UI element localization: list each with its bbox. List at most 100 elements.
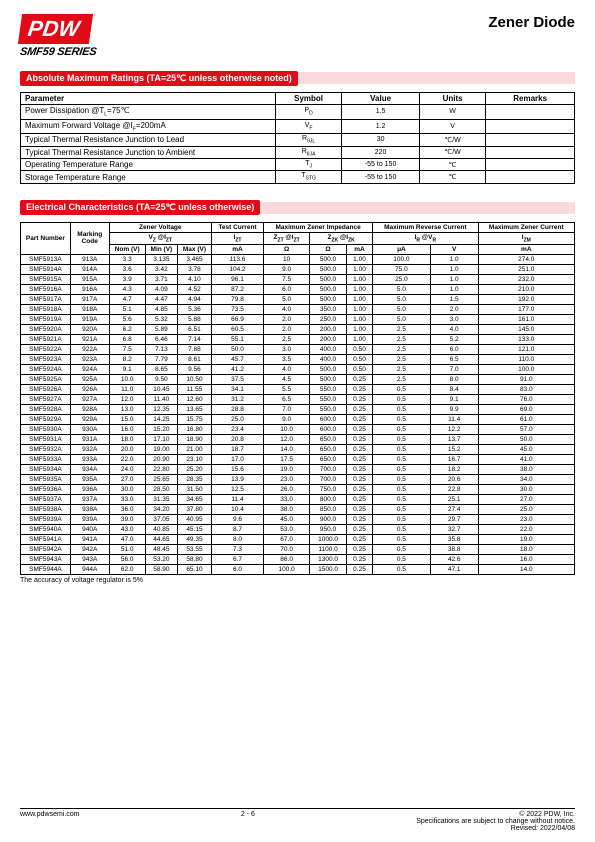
cell-symbol: RθJL <box>275 134 341 146</box>
table-row: SMF5939A939A39.037.0540.959.645.0900.00.… <box>21 515 575 525</box>
cell: 49.35 <box>177 535 211 545</box>
cell: SMF5934A <box>21 465 71 475</box>
cell-symbol: TSTG <box>275 171 341 183</box>
cell: 5.6 <box>109 315 145 325</box>
cell: 0.5 <box>373 505 431 515</box>
cell: 3.6 <box>109 265 145 275</box>
cell: 47.1 <box>430 565 478 575</box>
cell: 12.2 <box>430 425 478 435</box>
cell: 6.0 <box>264 285 310 295</box>
cell: 550.0 <box>310 395 347 405</box>
cell: 6.51 <box>177 325 211 335</box>
cell: 400.0 <box>310 355 347 365</box>
cell: 9.0 <box>264 415 310 425</box>
table-row: SMF5928A928A13.012.3513.6528.87.0550.00.… <box>21 405 575 415</box>
cell: 0.25 <box>346 425 372 435</box>
table-row: SMF5919A919A5.65.325.8866.92.0250.01.005… <box>21 315 575 325</box>
table-row: SMF5927A927A12.011.4012.6031.26.5550.00.… <box>21 395 575 405</box>
cell-param: Storage Temperature Range <box>21 171 276 183</box>
cell: 5.2 <box>430 335 478 345</box>
cell: 0.5 <box>373 535 431 545</box>
cell: 25.65 <box>145 475 177 485</box>
cell: 4.10 <box>177 275 211 285</box>
cell: 91.0 <box>478 375 574 385</box>
cell: 86.0 <box>264 555 310 565</box>
cell: 9.0 <box>264 265 310 275</box>
cell: 500.0 <box>310 255 347 265</box>
cell: 73.5 <box>211 305 263 315</box>
cell: 50.0 <box>211 345 263 355</box>
cell: 4.3 <box>109 285 145 295</box>
cell-units: ℃ <box>419 171 485 183</box>
section1-title: Absolute Maximum Ratings (TA=25℃ unless … <box>20 71 298 86</box>
cell: 10.0 <box>264 425 310 435</box>
cell: SMF5936A <box>21 485 71 495</box>
cell: 700.0 <box>310 465 347 475</box>
cell: 1.0 <box>430 275 478 285</box>
table-row: SMF5916A916A4.34.094.5287.26.0500.01.005… <box>21 285 575 295</box>
cell-symbol: VF <box>275 119 341 134</box>
cell: 10.0 <box>109 375 145 385</box>
cell: 0.5 <box>373 435 431 445</box>
cell: 15.2 <box>430 445 478 455</box>
section1-bar: Absolute Maximum Ratings (TA=25℃ unless … <box>20 72 575 84</box>
cell: 800.0 <box>310 495 347 505</box>
cell-param: Typical Thermal Resistance Junction to A… <box>21 146 276 158</box>
cell: 935A <box>70 475 109 485</box>
table-row: SMF5929A929A15.014.2515.7525.09.0600.00.… <box>21 415 575 425</box>
table-row: SMF5932A932A20.019.0021.0018.714.0650.00… <box>21 445 575 455</box>
cell: SMF5943A <box>21 555 71 565</box>
cell: 5.5 <box>264 385 310 395</box>
cell: 0.5 <box>373 395 431 405</box>
cell: SMF5917A <box>21 295 71 305</box>
cell: 1.0 <box>430 265 478 275</box>
cell: 3.3 <box>109 255 145 265</box>
cell: 83.0 <box>478 385 574 395</box>
cell: SMF5913A <box>21 255 71 265</box>
cell: 145.0 <box>478 325 574 335</box>
cell: 0.5 <box>373 425 431 435</box>
cell: 7.13 <box>145 345 177 355</box>
h-imp: Maximum Zener Impedance <box>264 222 373 232</box>
cell-value: 1.5 <box>342 105 420 120</box>
cell: 67.0 <box>264 535 310 545</box>
table-row: SMF5923A923A8.27.798.6145.73.5400.00.502… <box>21 355 575 365</box>
cell: 8.61 <box>177 355 211 365</box>
cell-units: W <box>419 105 485 120</box>
cell: 918A <box>70 305 109 315</box>
cell: 45.7 <box>211 355 263 365</box>
cell: 5.0 <box>373 295 431 305</box>
cell: 5.36 <box>177 305 211 315</box>
cell-value: 220 <box>342 146 420 158</box>
cell: 3.5 <box>264 355 310 365</box>
cell: 15.6 <box>211 465 263 475</box>
cell: 650.0 <box>310 455 347 465</box>
cell-remarks <box>486 171 575 183</box>
cell: 20.6 <box>430 475 478 485</box>
cell: 31.2 <box>211 395 263 405</box>
cell: 1.00 <box>346 255 372 265</box>
table-row: SMF5921A921A6.86.467.1455.12.5200.01.002… <box>21 335 575 345</box>
cell: 927A <box>70 395 109 405</box>
page-title: Zener Diode <box>488 14 575 31</box>
cell: 0.25 <box>346 475 372 485</box>
table-row: SMF5915A915A3.93.714.1096.17.5500.01.002… <box>21 275 575 285</box>
h3-8: V <box>430 245 478 255</box>
col-remarks: Remarks <box>486 93 575 105</box>
cell: SMF5930A <box>21 425 71 435</box>
cell-units: ℃/W <box>419 134 485 146</box>
cell: 61.0 <box>478 415 574 425</box>
cell: 1.00 <box>346 275 372 285</box>
cell: 924A <box>70 365 109 375</box>
cell: 44.65 <box>145 535 177 545</box>
cell: 9.50 <box>145 375 177 385</box>
cell: 45.0 <box>264 515 310 525</box>
cell: 925A <box>70 375 109 385</box>
table-row: SMF5940A940A43.040.8545.158.753.0950.00.… <box>21 525 575 535</box>
cell: 21.00 <box>177 445 211 455</box>
table-row: SMF5914A914A3.63.423.78104.29.0500.01.00… <box>21 265 575 275</box>
cell: 87.2 <box>211 285 263 295</box>
cell: 4.94 <box>177 295 211 305</box>
cell: 76.0 <box>478 395 574 405</box>
cell: 42.6 <box>430 555 478 565</box>
